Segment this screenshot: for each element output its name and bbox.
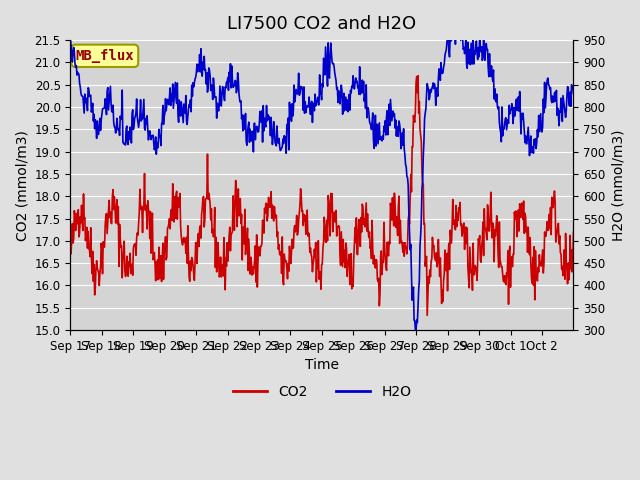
Y-axis label: CO2 (mmol/m3): CO2 (mmol/m3) xyxy=(15,130,29,240)
Text: MB_flux: MB_flux xyxy=(76,49,134,63)
X-axis label: Time: Time xyxy=(305,359,339,372)
Title: LI7500 CO2 and H2O: LI7500 CO2 and H2O xyxy=(227,15,417,33)
Y-axis label: H2O (mmol/m3): H2O (mmol/m3) xyxy=(611,129,625,241)
Legend: CO2, H2O: CO2, H2O xyxy=(227,379,417,404)
